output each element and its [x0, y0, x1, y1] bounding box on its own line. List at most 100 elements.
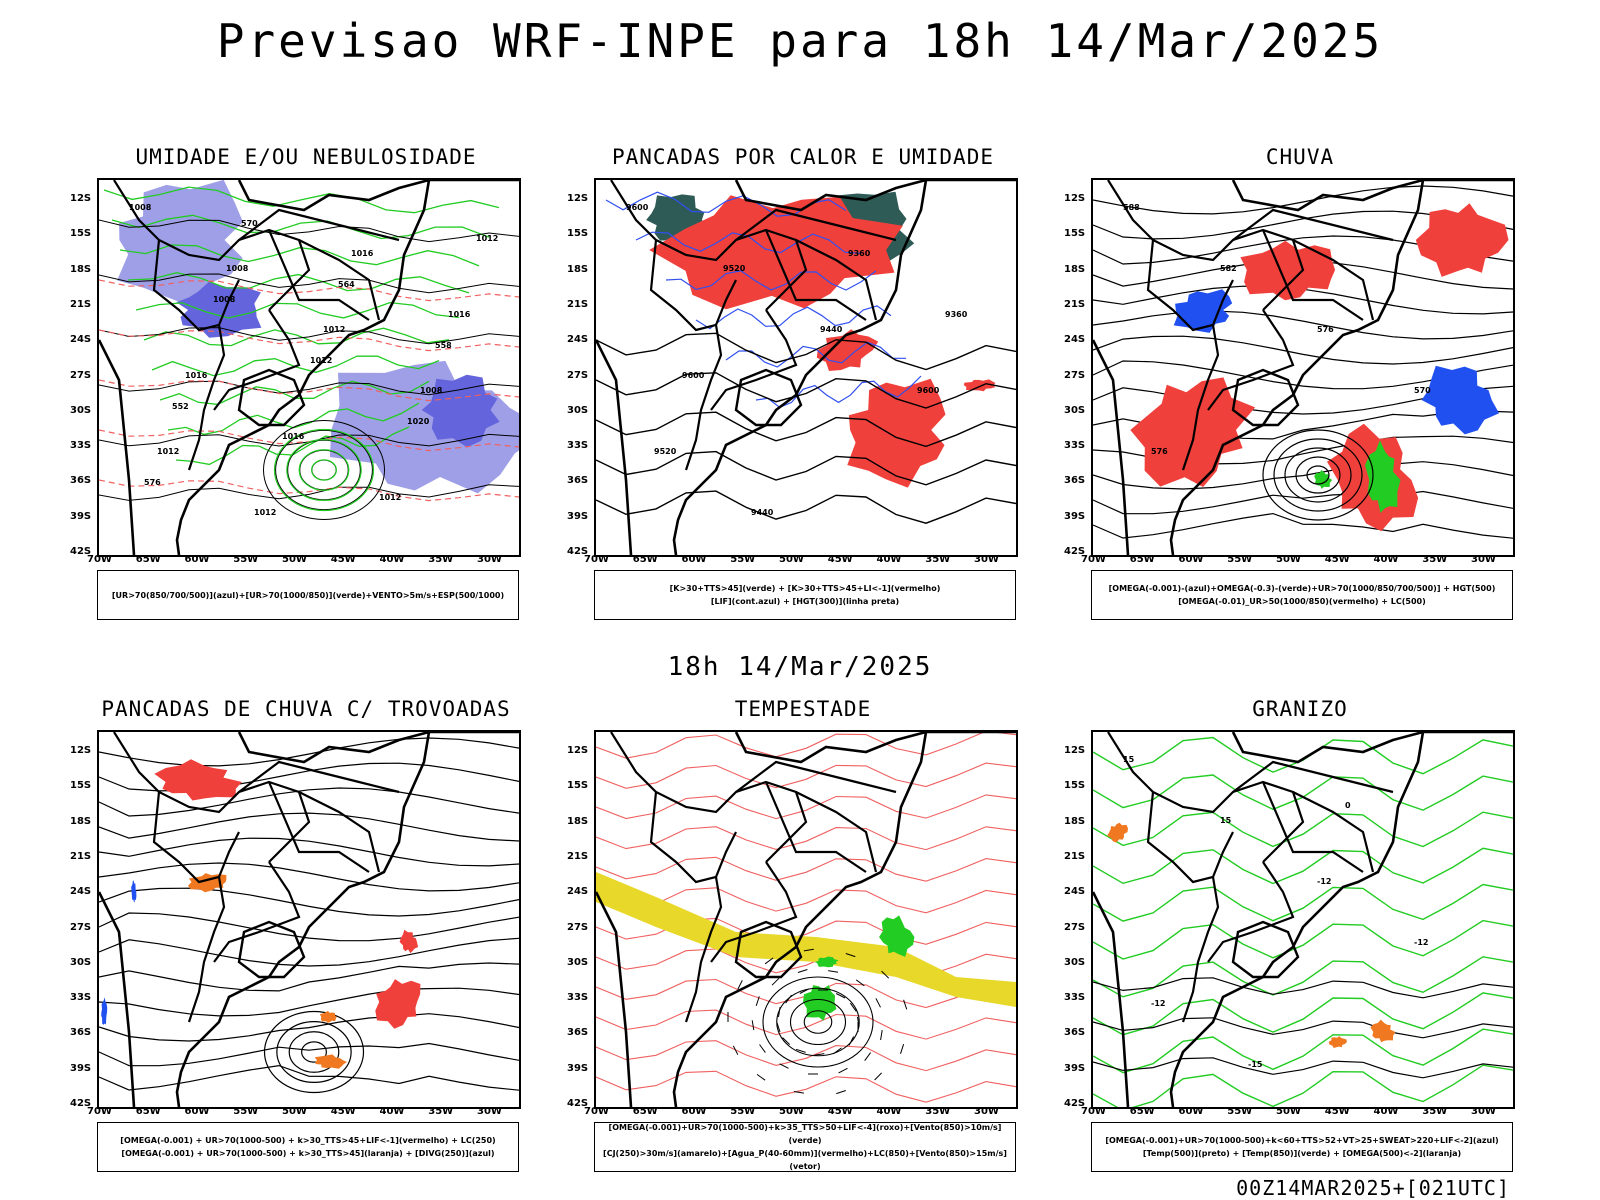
contour-label: 558 — [435, 341, 452, 350]
thunderstorm-area — [154, 759, 242, 801]
humidity-contour — [167, 402, 420, 436]
panel-title: GRANIZO — [1252, 697, 1348, 721]
lat-tick-label: 21S — [1064, 298, 1086, 310]
lat-tick-label: 42S — [567, 546, 589, 557]
map-area — [594, 730, 1018, 1109]
map-area: 1008 1008 1012 1008 1012 1012 1016 1016 1016 1016… — [97, 178, 521, 557]
lat-tick-label: 15S — [70, 780, 92, 792]
lat-tick-label: 30S — [70, 404, 92, 416]
legend-line: [OMEGA(-0.001)+UR>70(1000-500)+k<60+TTS>… — [1105, 1136, 1499, 1145]
temp500-contour — [1093, 1017, 1513, 1039]
height-contour — [596, 490, 1016, 524]
lon-tick-label: 35W — [428, 554, 454, 565]
lat-tick-label: 36S — [70, 1027, 92, 1039]
contour-label: -12 — [1317, 877, 1331, 886]
panel-legend: [UR>70(850/700/500)](azul)+[UR>70(1000/8… — [97, 570, 519, 620]
wind-vector — [795, 1048, 806, 1053]
wind-vector — [776, 1022, 781, 1033]
contour-label: 1008 — [420, 386, 443, 395]
humidity-contour — [119, 244, 480, 267]
contour-label: 1012 — [323, 325, 345, 334]
legend-line: [K>30+TTS>45](verde) + [K>30+TTS>45+LI<-… — [669, 584, 941, 593]
wind-vector — [756, 1073, 766, 1081]
lat-tick-label: 42S — [70, 1098, 92, 1109]
panel-granizo: GRANIZO 15 15 -12 -12 -12 -15 0 [OMEGA(-0.001)… — [1054, 697, 1544, 1177]
country-border — [735, 760, 897, 794]
contour-label: 564 — [338, 280, 355, 289]
lat-tick-label: 24S — [567, 886, 589, 898]
country-border — [1146, 791, 1234, 884]
precipitable-water-contour — [596, 887, 1016, 914]
country-border — [1207, 309, 1295, 411]
country-border — [267, 781, 370, 873]
lat-tick-label: 36S — [70, 475, 92, 487]
lat-tick-label: 18S — [70, 815, 92, 827]
lat-tick-label: 18S — [567, 815, 589, 827]
lat-tick-label: 33S — [1064, 992, 1086, 1004]
wind-vector — [855, 979, 865, 987]
wind-vector — [797, 969, 808, 973]
country-border — [1232, 760, 1394, 794]
mid-title: 18h 14/Mar/2025 — [667, 652, 933, 682]
country-border — [1207, 861, 1295, 963]
contour-label: 1012 — [379, 493, 401, 502]
lon-tick-label: 50W — [282, 554, 307, 565]
legend-line: [OMEGA(-0.001) + UR>70(1000-500) + k>30_… — [121, 1149, 495, 1158]
lon-tick-label: 50W — [282, 1106, 307, 1117]
wind-vector — [880, 1030, 883, 1041]
lon-tick-label: 30W — [477, 1106, 502, 1117]
contour-label: 0 — [1345, 801, 1351, 810]
lat-tick-label: 27S — [70, 921, 92, 933]
lon-tick-label: 45W — [1324, 554, 1350, 565]
map-area: 15 15 -12 -12 -12 -15 0 — [1091, 730, 1515, 1109]
lat-tick-label: 18S — [1064, 815, 1086, 827]
precipitable-water-contour — [596, 1040, 1016, 1072]
contour-label: 9600 — [917, 386, 940, 395]
coastline — [99, 732, 519, 1107]
contour-label: 1012 — [254, 508, 276, 517]
humidity-core — [176, 281, 262, 338]
thickness-contour — [99, 329, 519, 352]
country-border — [267, 229, 370, 321]
coastline — [596, 732, 1016, 1107]
lat-tick-label: 24S — [1064, 334, 1086, 346]
precipitable-water-contour — [596, 1070, 1016, 1103]
lat-tick-label: 12S — [567, 193, 589, 204]
precipitable-water-contour — [596, 732, 1016, 759]
streamline — [99, 862, 519, 892]
lat-tick-label: 36S — [1064, 1027, 1086, 1039]
country-border — [1261, 781, 1364, 873]
wind-vector — [857, 1016, 860, 1027]
lat-tick-label: 30S — [70, 956, 92, 968]
divergence-area — [131, 880, 137, 903]
omega-500-area — [1107, 822, 1128, 843]
contour-label: 1012 — [310, 356, 332, 365]
legend-line: [OMEGA(-0.001) + UR>70(1000-500) + k>30_… — [120, 1136, 496, 1145]
lon-tick-label: 45W — [827, 554, 853, 565]
lat-tick-label: 39S — [567, 510, 589, 522]
lat-tick-label: 24S — [567, 334, 589, 346]
country-border — [710, 861, 798, 963]
lat-tick-label: 18S — [567, 263, 589, 275]
precipitable-water-contour — [596, 762, 1016, 789]
wind-vector — [838, 1067, 848, 1074]
cyclone-streamline — [288, 1031, 340, 1073]
contour-label: 9360 — [945, 310, 968, 319]
height-contour — [596, 332, 1016, 371]
lat-tick-label: 33S — [567, 992, 589, 1004]
temp850-contour — [1093, 883, 1513, 922]
precipitable-water-contour — [596, 948, 1016, 977]
lon-tick-label: 35W — [925, 554, 951, 565]
lat-tick-label: 27S — [70, 369, 92, 381]
wind-vector — [903, 999, 908, 1010]
precipitable-water-contour — [596, 826, 1016, 851]
panel-legend: [OMEGA(-0.001)-(azul)+OMEGA(-0.3)-(verde… — [1091, 570, 1513, 620]
lon-tick-label: 30W — [1471, 1106, 1496, 1117]
lon-tick-label: 65W — [1129, 1106, 1155, 1117]
contour-label: 1008 — [226, 264, 249, 273]
lat-tick-label: 15S — [1064, 780, 1086, 792]
country-border — [795, 791, 878, 873]
map-area — [97, 730, 521, 1109]
lon-tick-label: 40W — [1373, 554, 1399, 565]
panel-legend: [OMEGA(-0.001)+UR>70(1000-500)+k<60+TTS>… — [1091, 1122, 1513, 1172]
